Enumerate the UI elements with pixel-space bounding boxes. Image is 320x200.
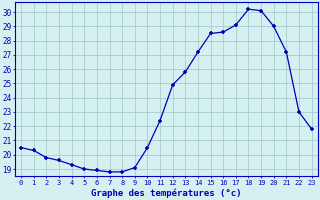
X-axis label: Graphe des températures (°c): Graphe des températures (°c) — [91, 188, 242, 198]
